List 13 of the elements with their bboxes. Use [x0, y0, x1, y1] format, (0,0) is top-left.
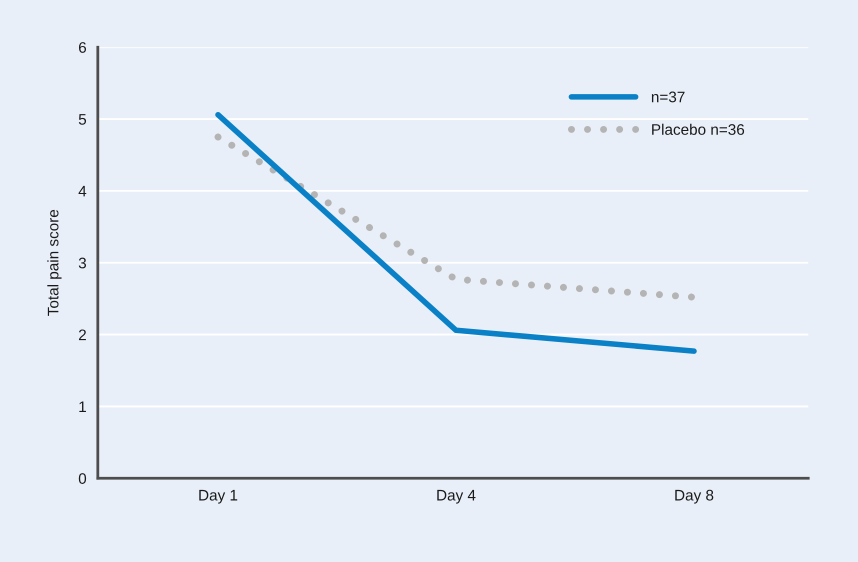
y-tick-label: 2 [78, 329, 86, 340]
y-tick-label: 0 [78, 473, 86, 484]
legend-label: Placebo n=36 [652, 124, 744, 135]
y-tick-label: 3 [78, 258, 86, 268]
y-tick-label: 6 [78, 42, 86, 53]
x-tick-label: Day 4 [437, 490, 476, 504]
x-tick-label: Day 8 [675, 490, 714, 504]
x-tick-label: Day 1 [199, 490, 238, 504]
y-axis-title: Total pain score [47, 210, 62, 316]
legend-label: n=37 [652, 92, 685, 102]
y-tick-label: 4 [78, 186, 86, 196]
y-tick-label: 5 [78, 114, 86, 125]
y-tick-label: 1 [79, 401, 86, 412]
